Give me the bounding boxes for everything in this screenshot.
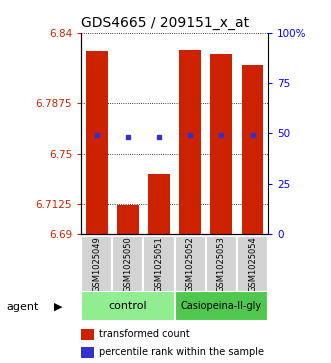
Text: GSM1025052: GSM1025052 — [186, 236, 195, 292]
Text: control: control — [109, 301, 147, 311]
Bar — [206, 236, 237, 292]
Bar — [237, 236, 268, 292]
Text: agent: agent — [7, 302, 39, 312]
Bar — [143, 236, 174, 292]
Text: GSM1025051: GSM1025051 — [155, 236, 164, 292]
Text: GSM1025053: GSM1025053 — [217, 236, 226, 292]
Text: transformed count: transformed count — [99, 329, 190, 339]
Text: GSM1025049: GSM1025049 — [92, 236, 101, 292]
Bar — [174, 291, 268, 321]
Bar — [148, 174, 170, 234]
Bar — [211, 54, 232, 234]
Bar — [86, 52, 108, 234]
Bar — [242, 65, 263, 234]
Bar — [81, 291, 174, 321]
Bar — [179, 50, 201, 234]
Text: GSM1025054: GSM1025054 — [248, 236, 257, 292]
Bar — [174, 236, 206, 292]
Bar — [117, 205, 139, 234]
Text: percentile rank within the sample: percentile rank within the sample — [99, 347, 264, 358]
Bar — [81, 236, 112, 292]
Bar — [81, 329, 94, 340]
Bar — [112, 236, 143, 292]
Bar — [81, 347, 94, 358]
Text: GDS4665 / 209151_x_at: GDS4665 / 209151_x_at — [81, 16, 250, 30]
Text: Casiopeina-II-gly: Casiopeina-II-gly — [181, 301, 262, 311]
Text: GSM1025050: GSM1025050 — [123, 236, 132, 292]
Text: ▶: ▶ — [54, 302, 62, 312]
